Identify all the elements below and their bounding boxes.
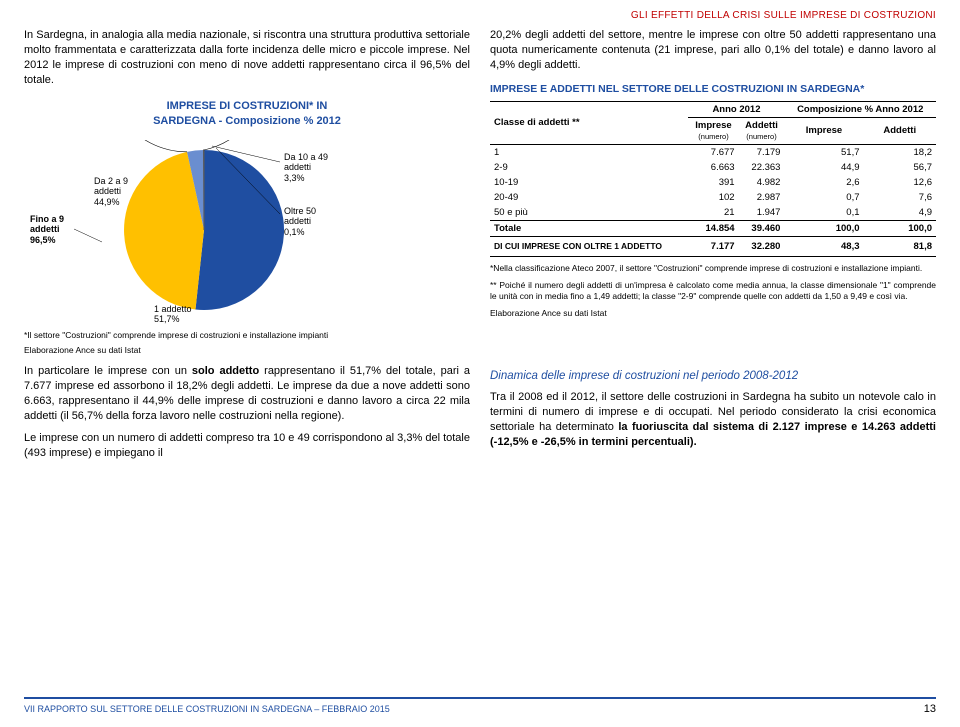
page-header-red: GLI EFFETTI DELLA CRISI SULLE IMPRESE DI… xyxy=(631,10,936,21)
lower-columns: In particolare le imprese con un solo ad… xyxy=(0,364,960,469)
table-row: 2-96.66322.36344,956,7 xyxy=(490,160,936,175)
table-body: 17.6777.17951,718,2 2-96.66322.36344,956… xyxy=(490,144,936,256)
table-subhead: IMPRESE E ADDETTI NEL SETTORE DELLE COST… xyxy=(490,83,936,95)
chart-title: IMPRESE DI COSTRUZIONI* IN SARDEGNA - Co… xyxy=(24,99,470,128)
right-column: 20,2% degli addetti del settore, mentre … xyxy=(490,28,936,356)
left-paragraph-1: In Sardegna, in analogia alla media nazi… xyxy=(24,28,470,87)
section-title-dinamica: Dinamica delle imprese di costruzioni ne… xyxy=(490,370,936,382)
th-addetti-2: Addetti xyxy=(864,117,936,144)
th-imprese-2: Imprese xyxy=(784,117,863,144)
th-addetti-1: Addetti(numero) xyxy=(739,117,785,144)
th-classe: Classe di addetti ** xyxy=(490,101,688,144)
table-row: 50 e più211.9470,14,9 xyxy=(490,205,936,221)
bottom-left-column: In particolare le imprese con un solo ad… xyxy=(24,364,470,469)
th-anno: Anno 2012 xyxy=(688,101,784,117)
table-note-1: *Nella classificazione Ateco 2007, il se… xyxy=(490,263,936,274)
table-note-2: ** Poiché il numero degli addetti di un'… xyxy=(490,280,936,302)
chart-footnote-2: Elaborazione Ance su dati Istat xyxy=(24,345,470,356)
left-column: In Sardegna, in analogia alla media nazi… xyxy=(24,28,470,356)
table-row: 10-193914.9822,612,6 xyxy=(490,175,936,190)
page-footer: VII RAPPORTO SUL SETTORE DELLE COSTRUZIO… xyxy=(24,697,936,715)
upper-columns: In Sardegna, in analogia alla media nazi… xyxy=(0,0,960,356)
th-imprese-1: Imprese(numero) xyxy=(688,117,738,144)
pie-leaders xyxy=(24,134,464,334)
bottom-right-column: Dinamica delle imprese di costruzioni ne… xyxy=(490,364,936,469)
table-note-3: Elaborazione Ance su dati Istat xyxy=(490,308,936,319)
table-row: 20-491022.9870,77,6 xyxy=(490,190,936,205)
bottom-left-p1: In particolare le imprese con un solo ad… xyxy=(24,364,470,423)
page-number: 13 xyxy=(924,703,936,715)
table-row-subtotal: DI CUI IMPRESE CON OLTRE 1 ADDETTO7.1773… xyxy=(490,236,936,256)
bottom-right-p1: Tra il 2008 ed il 2012, il settore delle… xyxy=(490,390,936,449)
table-row-total: Totale14.85439.460100,0100,0 xyxy=(490,220,936,236)
table-row: 17.6777.17951,718,2 xyxy=(490,144,936,160)
data-table: Classe di addetti ** Anno 2012 Composizi… xyxy=(490,101,936,257)
th-comp: Composizione % Anno 2012 xyxy=(784,101,936,117)
footer-left-text: VII RAPPORTO SUL SETTORE DELLE COSTRUZIO… xyxy=(24,704,390,714)
bottom-left-p2: Le imprese con un numero di addetti comp… xyxy=(24,431,470,461)
pie-chart: Fino a 9 addetti 96,5% Da 2 a 9 addetti … xyxy=(24,134,470,324)
right-paragraph-1: 20,2% degli addetti del settore, mentre … xyxy=(490,28,936,73)
